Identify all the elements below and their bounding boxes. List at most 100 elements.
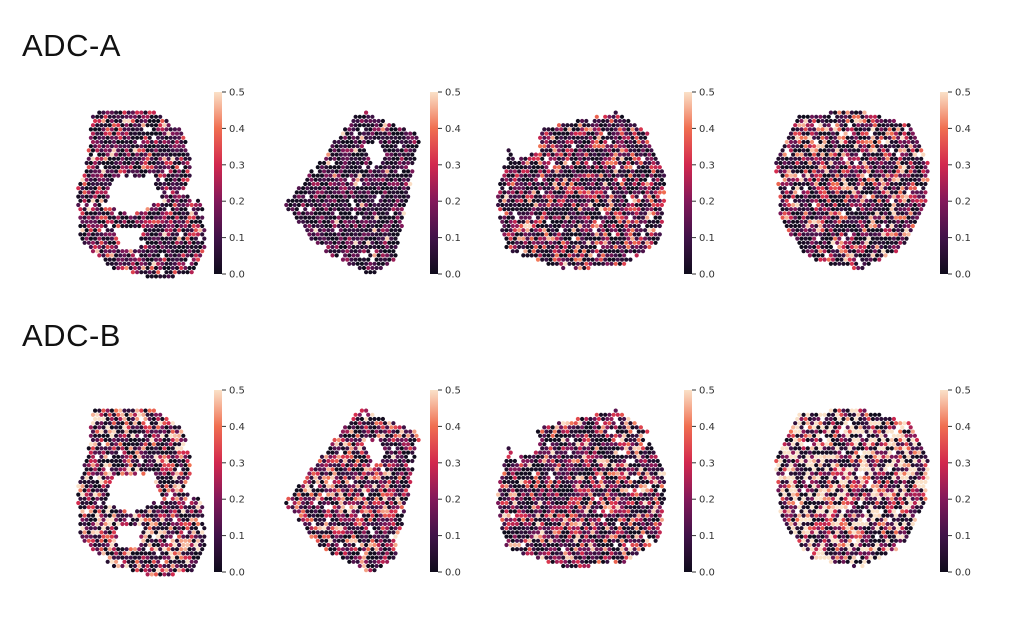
spot-point: [120, 463, 125, 468]
spot-point: [118, 408, 123, 413]
spot-point: [336, 165, 341, 170]
spot-point: [795, 219, 800, 224]
spot-point: [799, 244, 804, 250]
spot-point: [145, 437, 150, 443]
spot-point: [872, 139, 878, 145]
spot-point: [86, 530, 91, 535]
spot-point: [784, 190, 789, 195]
spot-point: [822, 190, 827, 195]
spot-point: [552, 240, 557, 245]
spot-point: [128, 547, 133, 552]
spot-point: [622, 169, 627, 174]
spot-point: [359, 160, 364, 166]
spot-point: [856, 249, 861, 254]
spot-point: [508, 186, 513, 191]
spot-point: [818, 114, 823, 119]
spot-point: [170, 513, 175, 518]
spot-point: [90, 148, 96, 153]
spot-point: [559, 261, 564, 266]
spot-point: [288, 202, 293, 208]
spot-point: [349, 249, 354, 254]
spot-point: [147, 135, 152, 140]
spot-point: [887, 202, 892, 208]
spot-point: [575, 194, 581, 199]
spot-point: [399, 446, 404, 451]
spot-point: [586, 139, 591, 145]
spot-point: [898, 207, 903, 212]
spot-point: [139, 542, 144, 548]
spot-point: [137, 215, 142, 220]
spot-point: [561, 123, 566, 128]
spot-point: [122, 160, 127, 166]
spot-point: [343, 475, 348, 480]
spot-point: [103, 488, 108, 493]
spot-point: [156, 484, 161, 489]
spot-point: [908, 211, 913, 216]
spot-point: [828, 144, 834, 149]
spot-point: [357, 488, 362, 493]
spot-point: [124, 156, 129, 161]
spot-point: [183, 232, 188, 237]
spot-point: [170, 463, 175, 468]
spot-point: [826, 190, 831, 195]
spot-point: [795, 135, 800, 140]
spot-point: [510, 232, 515, 237]
spot-point: [145, 463, 150, 468]
spot-point: [105, 261, 110, 266]
spot-point: [368, 475, 373, 480]
spot-point: [179, 437, 184, 443]
spot-point: [577, 165, 583, 170]
spot-point: [372, 135, 377, 140]
spot-point: [343, 219, 348, 224]
spot-point: [170, 181, 175, 187]
spot-point: [177, 433, 182, 438]
spot-point: [193, 253, 198, 258]
spot-point: [883, 186, 888, 191]
spot-point: [105, 160, 110, 166]
spot-point: [847, 207, 852, 212]
spot-point: [156, 152, 161, 157]
spot-point: [512, 194, 518, 199]
spot-point: [603, 190, 608, 195]
spot-point: [103, 446, 108, 451]
spot-point: [569, 223, 574, 229]
spot-point: [195, 547, 201, 552]
spot-point: [613, 261, 618, 266]
spot-point: [139, 253, 144, 258]
colorbar-tick-label: 0.3: [445, 160, 461, 171]
spot-point: [506, 148, 511, 153]
spot-point: [105, 458, 110, 464]
spot-point: [93, 177, 98, 182]
spot-point: [820, 118, 825, 124]
spot-point: [391, 429, 396, 434]
spot-point: [97, 425, 102, 430]
spot-point: [172, 152, 177, 157]
spot-point: [868, 215, 873, 220]
spot-point: [531, 181, 536, 187]
spot-point: [355, 475, 360, 480]
spot-point: [632, 139, 637, 145]
spot-point: [334, 186, 339, 191]
spot-point: [590, 139, 595, 145]
spot-point: [508, 160, 513, 166]
spot-point: [538, 236, 543, 241]
spot-point: [854, 118, 859, 124]
spot-point: [357, 173, 362, 178]
spot-point: [839, 165, 844, 170]
spot-point: [389, 169, 394, 174]
spot-point: [93, 484, 98, 489]
spot-point: [655, 160, 660, 166]
spot-point: [151, 160, 156, 166]
spot-point: [582, 223, 587, 229]
spot-point: [359, 416, 364, 422]
spot-point: [174, 454, 180, 459]
spot-point: [149, 223, 154, 229]
spot-point: [615, 198, 620, 203]
spot-point: [636, 240, 641, 245]
spot-point: [174, 240, 180, 245]
spot-point: [891, 244, 897, 250]
spot-point: [120, 513, 125, 518]
spot-point: [93, 202, 98, 208]
spot-point: [561, 165, 566, 170]
spot-point: [809, 198, 815, 203]
